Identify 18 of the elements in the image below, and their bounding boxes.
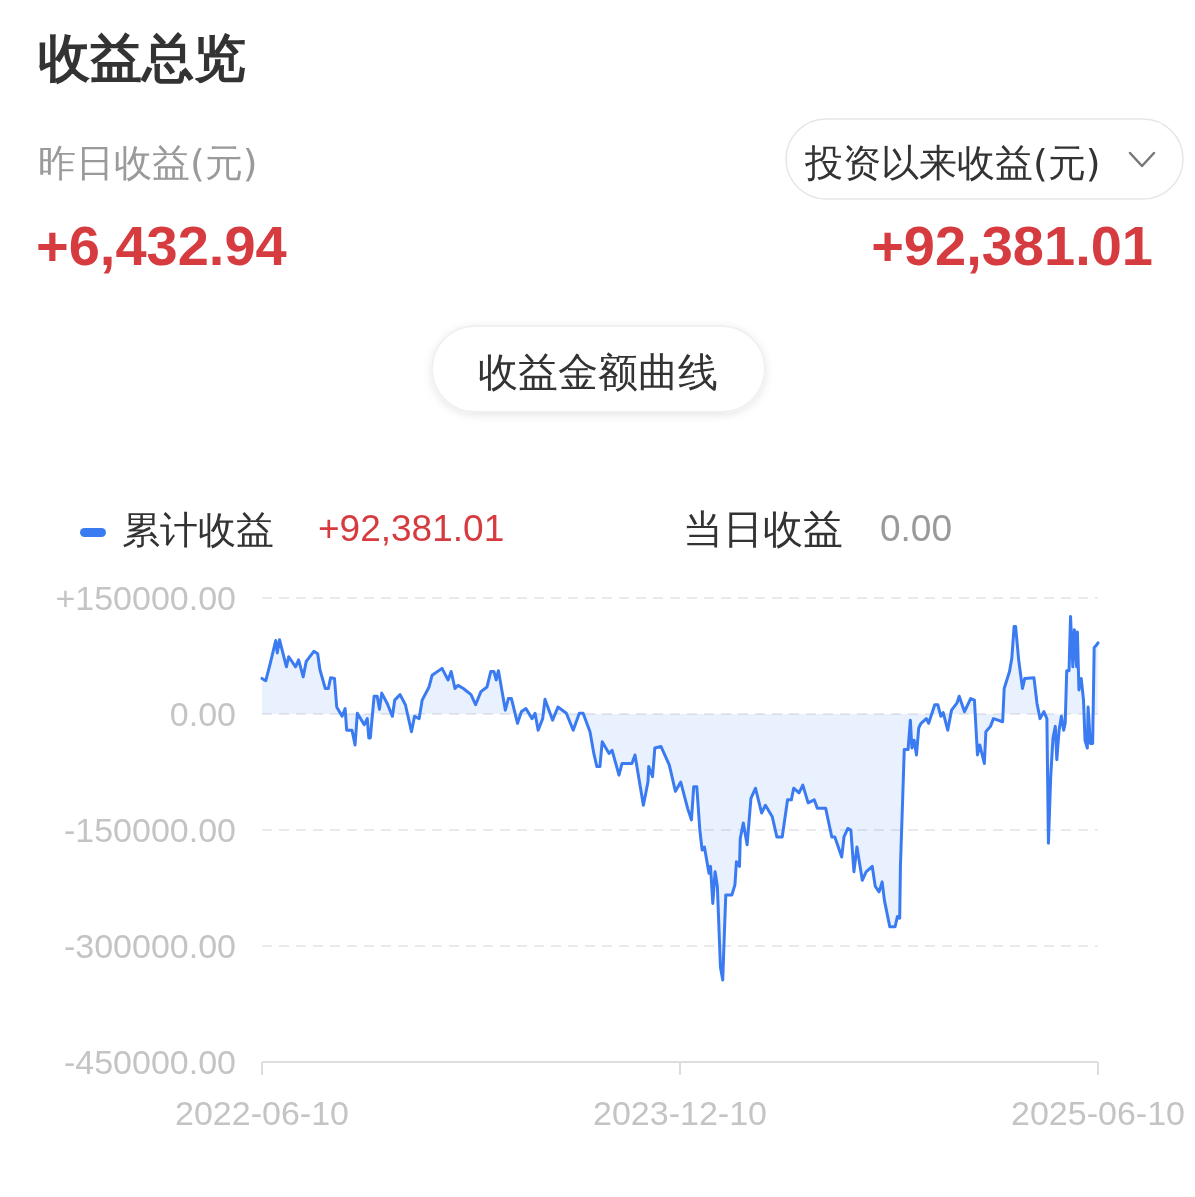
y-tick-label: -300000.00 bbox=[63, 927, 236, 966]
legend-label: 累计收益 bbox=[122, 508, 274, 552]
y-tick-label: -450000.00 bbox=[63, 1043, 236, 1082]
chart-title: 收益总览 bbox=[38, 28, 246, 88]
y-tick-label: -150000.00 bbox=[63, 811, 236, 850]
text: 0.00 bbox=[880, 508, 953, 549]
text: 昨日收益(元) bbox=[38, 141, 258, 185]
text: 收益金额曲线 bbox=[478, 349, 718, 395]
text: +92,381.01 bbox=[871, 214, 1153, 277]
x-tick-label: 2025-06-10 bbox=[1011, 1094, 1185, 1132]
x-tick-label: 2023-12-10 bbox=[593, 1094, 767, 1132]
text: 当日收益 bbox=[683, 506, 843, 552]
text: 投资以来收益(元) bbox=[804, 141, 1101, 185]
x-tick-label: 2022-06-10 bbox=[175, 1094, 349, 1132]
y-tick-label: +150000.00 bbox=[55, 579, 236, 618]
y-tick-label: 0.00 bbox=[169, 695, 236, 734]
text: +6,432.94 bbox=[36, 214, 287, 277]
text: +92,381.01 bbox=[318, 508, 505, 549]
